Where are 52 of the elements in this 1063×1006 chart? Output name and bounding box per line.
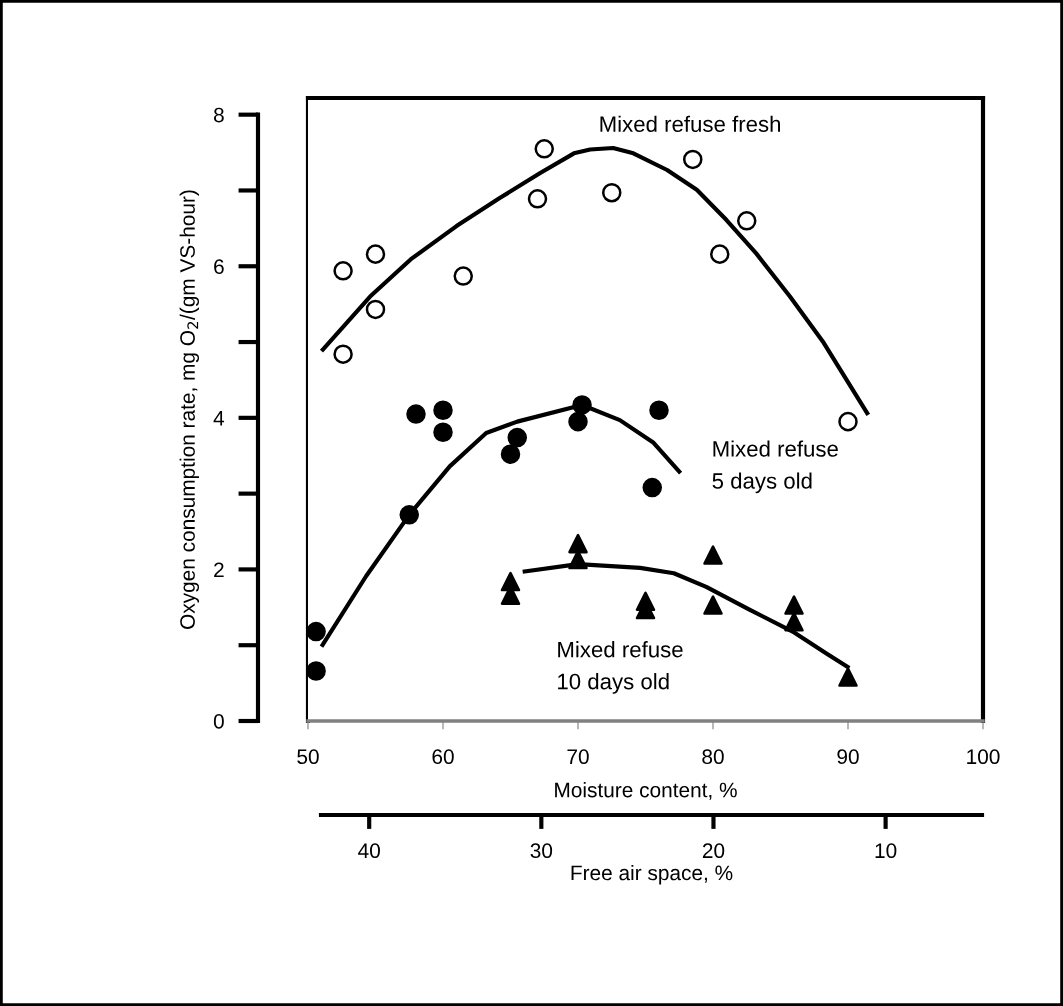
x-tick-label: 60: [432, 749, 454, 765]
point: [534, 139, 555, 159]
point: [306, 661, 326, 681]
point: [784, 611, 804, 632]
x2-tick-label: 20: [702, 843, 725, 859]
point: [568, 533, 588, 554]
point: [333, 261, 353, 281]
point: [601, 182, 622, 203]
x2-tick-label: 10: [875, 843, 897, 859]
x2-axis-title: Free air space, %: [571, 864, 733, 885]
point: [500, 444, 521, 464]
point: [784, 595, 804, 615]
point: [572, 395, 592, 415]
point: [736, 211, 757, 231]
point: [649, 400, 669, 421]
x-tick-label: 100: [967, 749, 1000, 765]
point: [306, 621, 326, 642]
annotation: Mixed refuse fresh: [600, 115, 781, 132]
y-tick-label: 6: [214, 259, 224, 275]
x-tick-label: 90: [837, 749, 859, 765]
x2-tick-label: 40: [358, 843, 380, 859]
point: [703, 545, 723, 565]
point: [703, 595, 723, 615]
point: [365, 299, 386, 320]
y-tick-label: 8: [213, 107, 224, 123]
x-tick-label: 80: [702, 749, 724, 765]
x-axis-title: Moisture content, %: [555, 782, 737, 800]
point: [527, 189, 548, 209]
annotation: Mixed refuse 5 days old: [712, 440, 838, 494]
x2-tick-label: 30: [530, 843, 553, 859]
y-tick-label: 0: [213, 714, 224, 729]
x-tick-label: 70: [567, 749, 589, 765]
point: [568, 411, 588, 432]
point: [507, 427, 528, 448]
point: [433, 422, 453, 442]
point: [838, 411, 858, 432]
annotation: Mixed refuse 10 days old: [558, 641, 683, 694]
point: [453, 266, 474, 286]
y-tick-label: 4: [213, 411, 225, 426]
x-tick-label: 50: [297, 749, 319, 765]
point: [365, 244, 386, 264]
line-series: [319, 145, 871, 417]
point: [433, 400, 453, 421]
y-tick-label: 2: [214, 562, 224, 577]
y-axis-title: Oxygen consumption rate, mg O$_{2}$/(gm VS-hour): [179, 190, 200, 629]
point: [399, 505, 420, 525]
point: [709, 244, 730, 264]
point: [682, 149, 703, 170]
point: [838, 667, 858, 687]
point: [406, 404, 426, 424]
point: [642, 477, 663, 498]
point: [333, 344, 353, 364]
